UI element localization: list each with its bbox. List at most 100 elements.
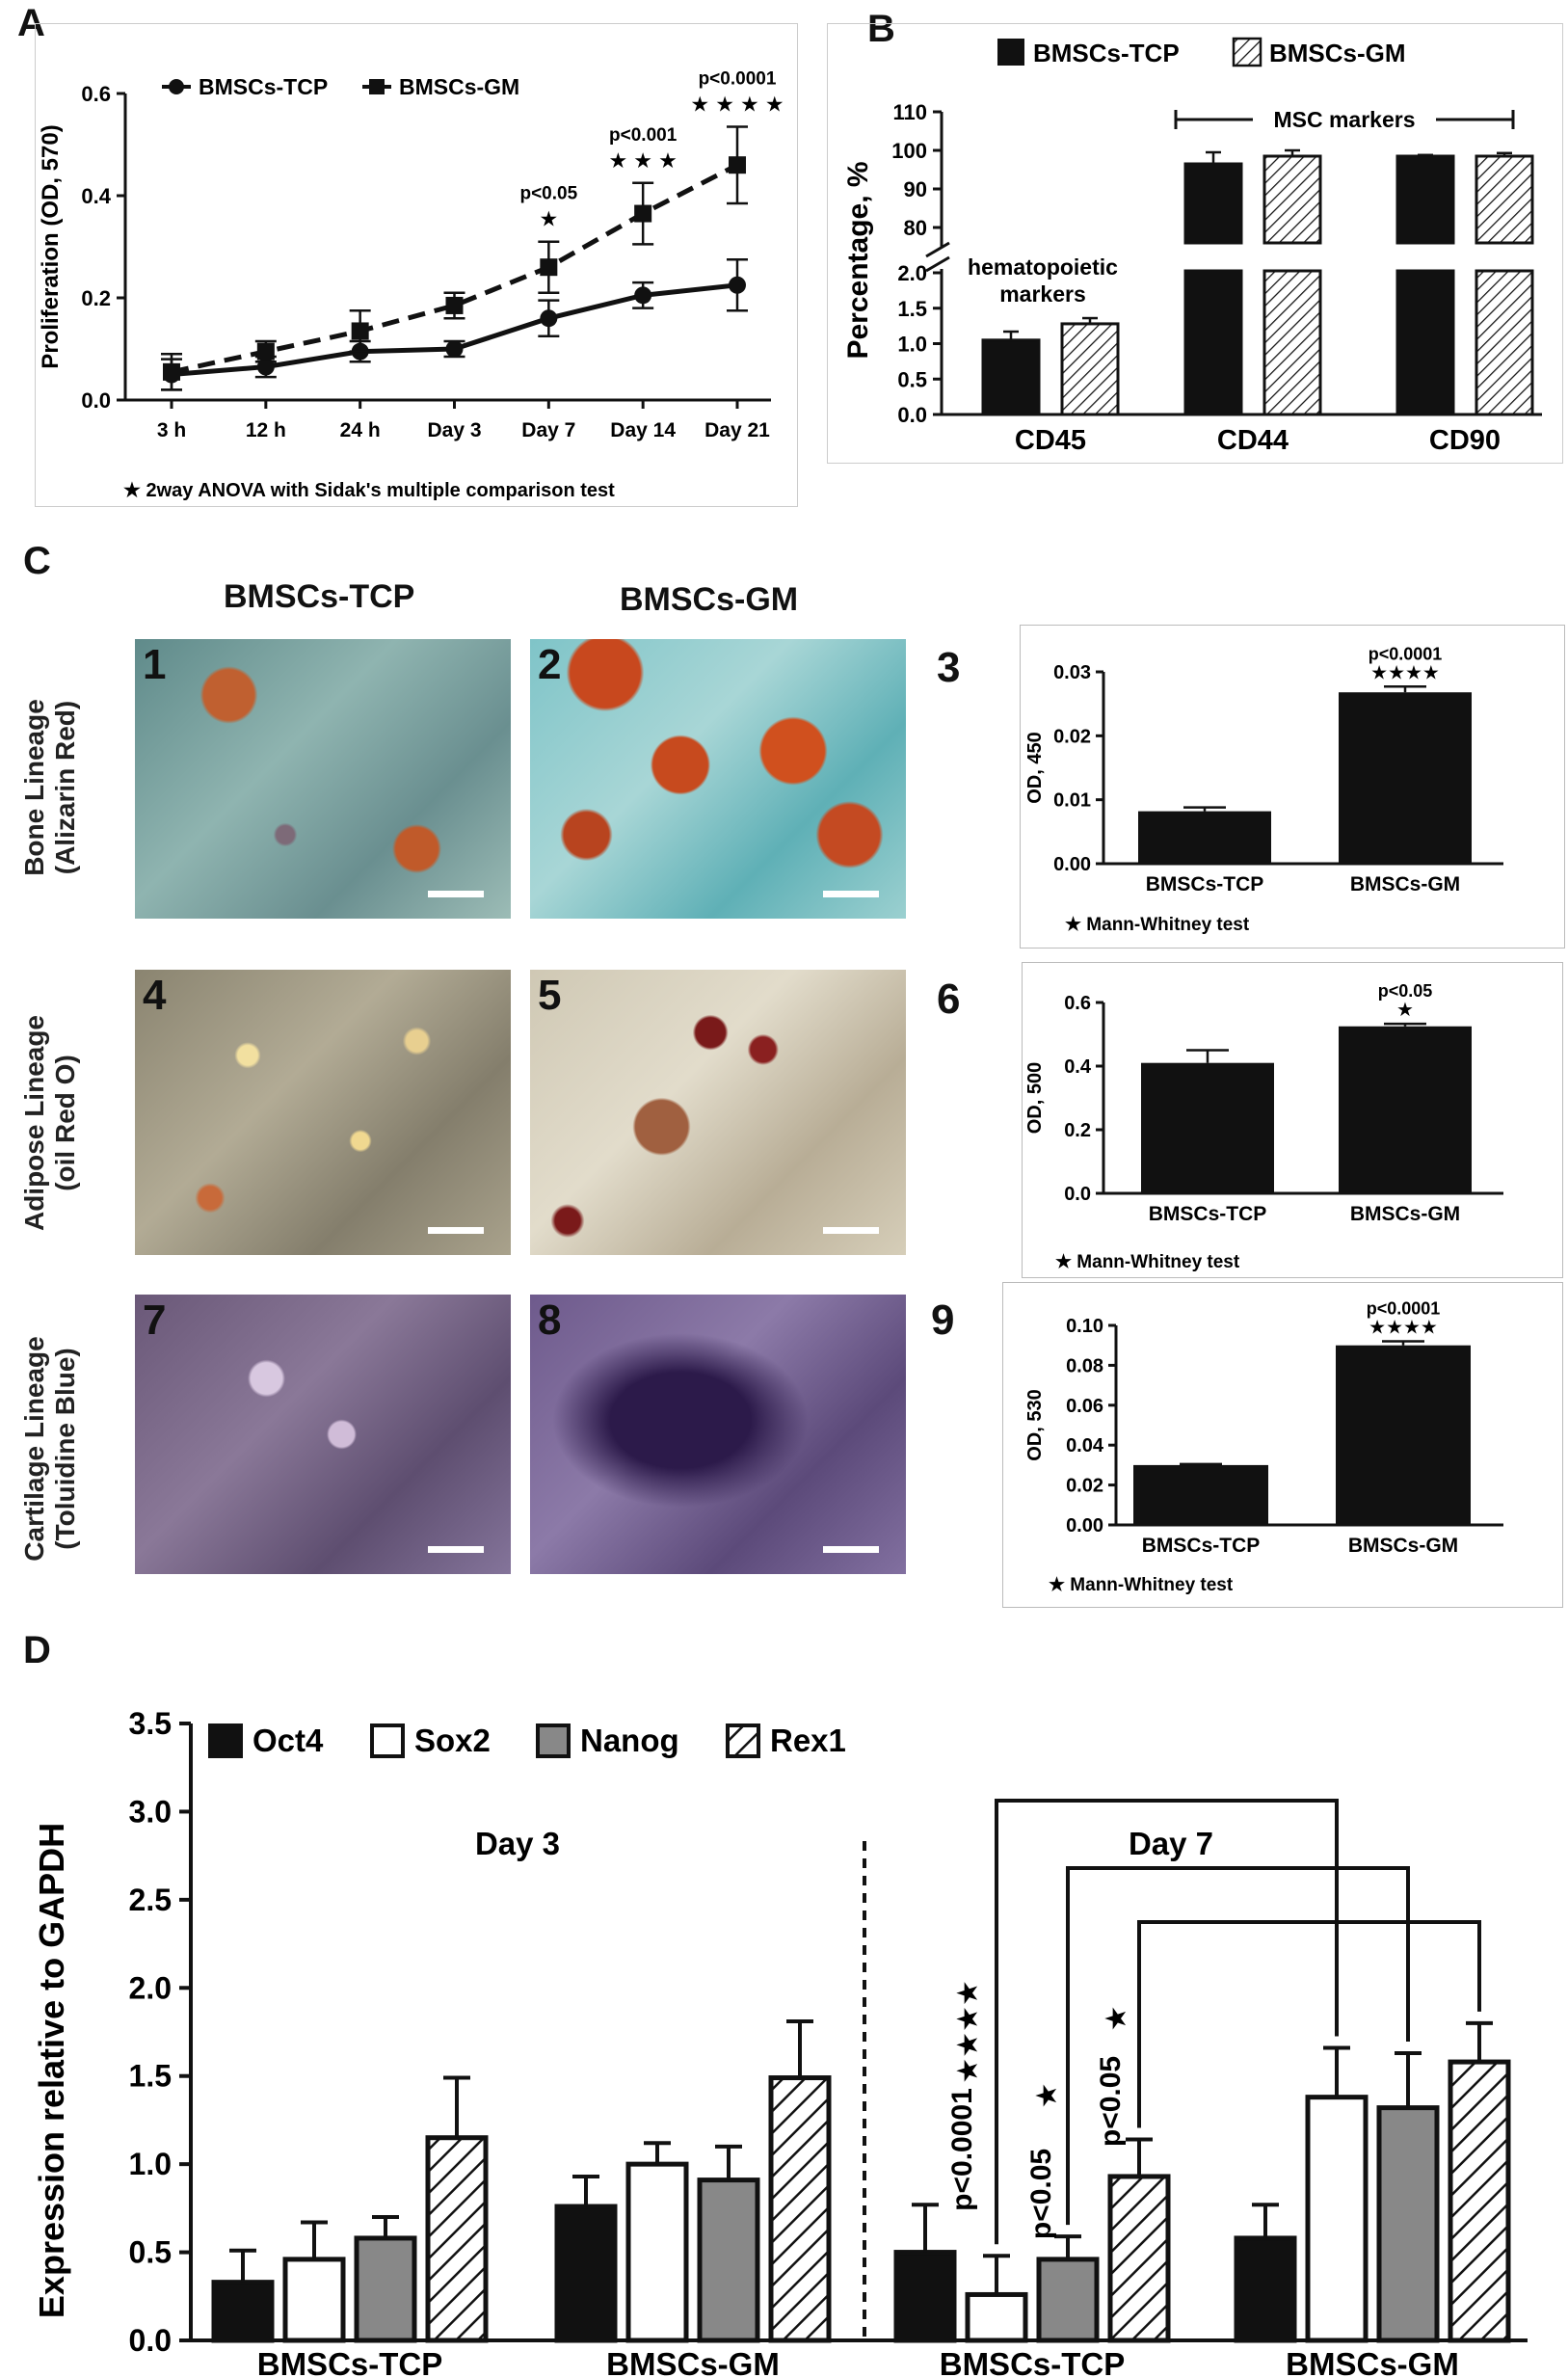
group-label-msc: MSC markers — [1273, 107, 1415, 132]
p-value-label: p<0.05 — [519, 184, 577, 204]
x-tick-label: Day 7 — [521, 419, 575, 441]
bar-Nanog-BMSCs-GM — [697, 2178, 760, 2343]
bar-lower-BMSCs-GM-CD90 — [1475, 269, 1534, 416]
bar-BMSCs-GM — [1339, 692, 1472, 864]
image-tag-1: 1 — [143, 641, 167, 688]
chart-tag-9: 9 — [931, 1296, 955, 1344]
legend-label: Nanog — [580, 1723, 679, 1758]
data-point-BMSCs-GM — [445, 296, 464, 314]
y-tick-label: 0.03 — [1053, 662, 1091, 683]
micrograph-adipose-tcp: 4 — [135, 970, 511, 1255]
significance-stars: ★★★★ — [952, 1980, 984, 2084]
legend-label: BMSCs-TCP — [199, 74, 328, 99]
y-tick-label: 0.0 — [129, 2323, 172, 2358]
scale-bar — [823, 1546, 879, 1553]
bar-BMSCs-GM — [1339, 1026, 1472, 1193]
footnote: ★ Mann-Whitney test — [1049, 1575, 1234, 1595]
y-tick-label: 110 — [893, 100, 928, 124]
y-tick-label: 1.5 — [129, 2059, 172, 2094]
panel-d-bar-chart: 0.0 0.5 1.0 1.5 2.0 2.5 3.0 3.5 Expression relat… — [32, 1706, 1528, 2378]
panel-b-bar-chart: 0.0 0.5 1.0 1.5 2.0 80 90 100 110 Percentage, % CD… — [842, 37, 1542, 456]
col-label-tcp: BMSCs-TCP — [224, 578, 415, 615]
y-tick-label: 0.00 — [1053, 854, 1091, 875]
chart-3-frame — [1020, 625, 1565, 949]
data-point-BMSCs-TCP — [540, 309, 558, 328]
y-tick-label: 2.0 — [897, 261, 927, 285]
x-tick-label: CD44 — [1217, 425, 1289, 456]
y-tick-label: 90 — [904, 177, 927, 201]
y-tick-label: 0.01 — [1053, 790, 1091, 812]
period-label: Day 7 — [1129, 1826, 1213, 1861]
x-tick-label: 24 h — [340, 419, 381, 441]
bar-BMSCs-GM — [1336, 1345, 1471, 1525]
bar-lower-BMSCs-GM-CD44 — [1262, 269, 1322, 416]
bar-Sox2-BMSCs-GM — [1305, 2095, 1369, 2343]
scale-bar — [823, 1227, 879, 1234]
y-tick-label: 0.4 — [1064, 1056, 1092, 1078]
legend-swatch-tcp — [997, 39, 1024, 66]
legend-label: BMSCs-GM — [399, 74, 519, 99]
y-axis-label: Percentage, % — [842, 161, 874, 359]
y-axis-label: OD, 500 — [1024, 1062, 1046, 1134]
y-tick-label: 0.6 — [1064, 993, 1091, 1014]
scale-bar — [823, 891, 879, 897]
x-tick-label: Day 3 — [427, 419, 481, 441]
y-tick-label: 1.0 — [129, 2147, 172, 2181]
scale-bar — [428, 1546, 484, 1553]
bar-upper-BMSCs-GM-CD90 — [1475, 154, 1534, 245]
chart-9-frame — [1002, 1282, 1563, 1608]
bar-Oct4-BMSCs-TCP — [893, 2250, 957, 2343]
bar-upper-BMSCs-TCP-CD90 — [1395, 154, 1455, 245]
image-tag-2: 2 — [538, 641, 562, 688]
micrograph-cartilage-gm: 8 — [530, 1295, 906, 1574]
y-tick-label: 100 — [891, 139, 927, 163]
p-value-label: p<0.0001 — [1367, 1299, 1441, 1319]
y-tick-label: 80 — [904, 216, 927, 240]
x-tick-label: BMSCs-TCP — [1146, 873, 1264, 895]
bar-Oct4-BMSCs-GM — [554, 2204, 618, 2343]
significance-bracket — [995, 1799, 1339, 2245]
bar-Rex1-BMSCs-GM — [768, 2075, 832, 2343]
legend-swatch-gm — [1232, 37, 1262, 67]
p-value-label: p<0.001 — [609, 125, 678, 146]
bar-BMSCs-TCP — [1133, 1464, 1268, 1525]
chart-tag-3: 3 — [937, 644, 961, 691]
y-axis-label: OD, 530 — [1024, 1389, 1046, 1460]
y-tick-label: 2.0 — [129, 1970, 172, 2005]
legend-swatch-Rex1 — [726, 1723, 760, 1758]
bar-Oct4-BMSCs-GM — [1234, 2235, 1297, 2343]
bar-Oct4-BMSCs-TCP — [211, 2280, 275, 2343]
x-tick-label: BMSCs-TCP — [1149, 1203, 1267, 1225]
x-tick-label: BMSCs-GM — [1350, 1203, 1460, 1225]
bar-lower-BMSCs-TCP-CD44 — [1183, 269, 1243, 416]
significance-stars: ★★★★ — [1370, 662, 1440, 683]
row-label-bone: Bone Lineage (Alizarin Red) — [19, 699, 80, 876]
significance-stars: ★ — [1396, 1000, 1414, 1021]
y-tick-label: 0.06 — [1066, 1396, 1103, 1417]
y-tick-label: 0.02 — [1053, 726, 1091, 747]
data-point-BMSCs-GM — [163, 362, 180, 381]
bar-BMSCs-TCP — [1141, 1062, 1274, 1193]
legend-label: Oct4 — [252, 1723, 324, 1758]
p-value-label: p<0.05 — [1025, 2149, 1057, 2239]
micrograph-adipose-gm: 5 — [530, 970, 906, 1255]
legend-swatch-Nanog — [536, 1723, 571, 1758]
y-tick-label: 0.00 — [1066, 1515, 1103, 1536]
col-label-gm: BMSCs-GM — [620, 581, 799, 618]
data-point-BMSCs-GM — [634, 204, 652, 223]
y-axis-label: OD, 450 — [1024, 732, 1046, 803]
bar-Rex1-BMSCs-GM — [1448, 2059, 1511, 2343]
bar-Sox2-BMSCs-GM — [625, 2161, 689, 2343]
chart-tag-6: 6 — [937, 975, 961, 1023]
micrograph-cartilage-tcp: 7 — [135, 1295, 511, 1574]
y-tick-label: 3.5 — [129, 1706, 172, 1741]
image-tag-5: 5 — [538, 972, 562, 1019]
panel-label-c: C — [23, 540, 51, 582]
legend-label: BMSCs-GM — [1269, 39, 1406, 67]
x-tick-label: Day 14 — [610, 419, 676, 441]
y-tick-label: 0.5 — [897, 367, 927, 391]
y-tick-label: 0.0 — [1064, 1184, 1091, 1205]
image-tag-8: 8 — [538, 1296, 562, 1344]
x-tick-label: BMSCs-GM — [606, 2346, 780, 2378]
footnote: ★ Mann-Whitney test — [1055, 1252, 1240, 1272]
